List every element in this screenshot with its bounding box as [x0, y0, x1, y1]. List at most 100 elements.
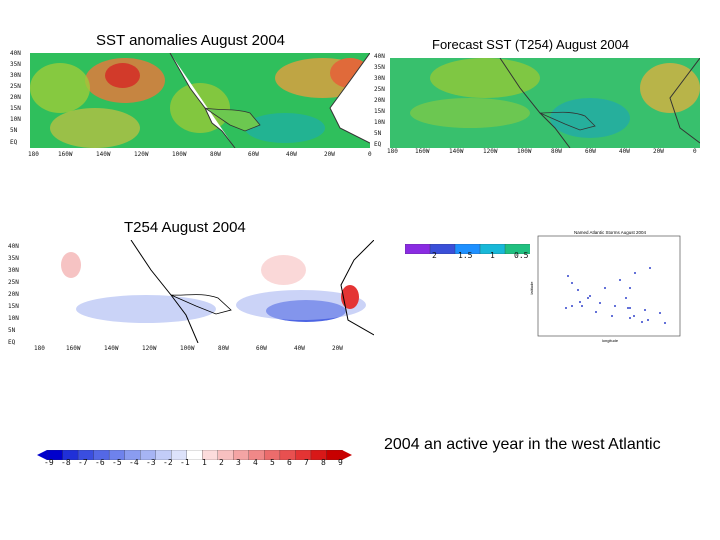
colorbar-label: 9: [338, 458, 343, 467]
lat-label: 40N: [374, 53, 385, 60]
colorbar-label: 1.5: [458, 251, 473, 260]
storm-track-point: [599, 302, 601, 304]
warm-anomaly-patch: [105, 63, 140, 88]
forecast-lat-axis: 40N 35N 30N 25N 20N 15N 10N 5N EQ: [374, 53, 390, 153]
lat-label: 15N: [8, 303, 19, 310]
storm-track-point: [629, 317, 631, 319]
lon-label: 140W: [96, 151, 111, 158]
lat-label: EQ: [374, 141, 382, 148]
storm-track-point: [595, 311, 597, 313]
lon-label: 180: [387, 148, 398, 155]
colorbar-label: -8: [61, 458, 71, 467]
lon-label: 80W: [210, 151, 221, 158]
lat-label: 5N: [8, 327, 16, 334]
colorbar-label: 5: [270, 458, 275, 467]
forecast-lon-axis: 180 160W 140W 120W 100W 80W 60W 40W 20W …: [387, 148, 707, 158]
colorbar-label: -6: [95, 458, 105, 467]
lat-label: 10N: [374, 119, 385, 126]
lon-label: 20W: [332, 345, 343, 352]
colorbar-label: 7: [304, 458, 309, 467]
storm-track-point: [619, 279, 621, 281]
forecast-panel-title: Forecast SST (T254) August 2004: [432, 37, 630, 52]
storm-track-point: [579, 301, 581, 303]
storm-track-point: [571, 282, 573, 284]
lon-label: 80W: [551, 148, 562, 155]
lat-label: 30N: [10, 72, 21, 79]
colorbar-label: 0.5: [514, 251, 529, 260]
t254-lat-axis: 40N 35N 30N 25N 20N 15N 10N 5N EQ: [8, 243, 32, 348]
lat-label: 10N: [10, 116, 21, 123]
lon-label: 180: [34, 345, 45, 352]
tracks-xlabel: longitude: [602, 338, 619, 343]
colorbar-arrow-left: [37, 450, 47, 460]
storm-track-point: [634, 272, 636, 274]
storm-track-point: [565, 307, 567, 309]
lat-label: EQ: [10, 139, 18, 146]
coastline-outline: [130, 240, 374, 343]
lon-label: 80W: [218, 345, 229, 352]
tracks-ylabel: latitude: [530, 281, 534, 295]
colorbar-label: 2: [432, 251, 437, 260]
lon-label: 120W: [483, 148, 498, 155]
forecast-colorbar-labels: 2 1.5 1 0.5: [430, 251, 530, 261]
storm-track-point: [641, 321, 643, 323]
lon-label: 20W: [324, 151, 335, 158]
storm-track-point: [571, 305, 573, 307]
forecast-colorbar: [404, 241, 531, 255]
storm-track-point: [633, 315, 635, 317]
colorbar-label: -7: [78, 458, 88, 467]
lon-label: 100W: [517, 148, 532, 155]
storm-track-point: [659, 312, 661, 314]
anomaly-colorbar: [37, 447, 352, 461]
lon-label: 160W: [58, 151, 73, 158]
storm-track-point: [649, 267, 651, 269]
storm-track-point: [587, 297, 589, 299]
lon-label: 60W: [248, 151, 259, 158]
cool-anomaly-patch: [245, 113, 325, 143]
storm-track-points: [565, 267, 666, 324]
lon-label: 40W: [619, 148, 630, 155]
lat-label: 25N: [10, 83, 21, 90]
lat-label: 5N: [374, 130, 382, 137]
colorbar-label: -4: [129, 458, 139, 467]
lat-label: 25N: [374, 86, 385, 93]
lon-label: 0: [368, 151, 372, 158]
tracks-title: Named Atlantic Storms August 2004: [574, 230, 647, 235]
warm-anomaly-patch: [170, 83, 230, 133]
colorbar-label: 8: [321, 458, 326, 467]
lon-label: 120W: [134, 151, 149, 158]
lat-label: 5N: [10, 127, 18, 134]
lat-label: 10N: [8, 315, 19, 322]
lat-label: 15N: [374, 108, 385, 115]
sst-anomaly-map: [30, 53, 370, 148]
storm-track-point: [614, 305, 616, 307]
colorbar-swatch: [404, 243, 431, 255]
colorbar-label: -5: [112, 458, 122, 467]
lon-label: 100W: [180, 345, 195, 352]
t254-anomaly-map: [36, 240, 374, 343]
anomaly-colorbar-labels: -9 -8 -7 -6 -5 -4 -3 -2 -1 1 2 3 4 5 6 7…: [44, 458, 354, 468]
colorbar-label: 1: [490, 251, 495, 260]
colorbar-label: -9: [44, 458, 54, 467]
coastline-outline: [169, 53, 370, 148]
sst-lat-axis: 40N 35N 30N 25N 20N 15N 10N 5N EQ: [10, 50, 30, 150]
warm-anomaly-patch: [261, 255, 306, 285]
lat-label: EQ: [8, 339, 16, 346]
lon-label: 40W: [286, 151, 297, 158]
warm-anomaly-patch: [30, 63, 90, 113]
coastline-outline: [499, 58, 700, 148]
lon-label: 60W: [256, 345, 267, 352]
storm-track-point: [664, 322, 666, 324]
lon-label: 100W: [172, 151, 187, 158]
storm-track-point: [604, 287, 606, 289]
colorbar-label: 4: [253, 458, 258, 467]
lon-label: 40W: [294, 345, 305, 352]
lat-label: 35N: [374, 64, 385, 71]
storm-track-point: [644, 309, 646, 311]
forecast-sst-map: [390, 58, 700, 148]
storm-track-point: [567, 275, 569, 277]
storm-track-point: [589, 295, 591, 297]
t254-panel-title: T254 August 2004: [124, 219, 246, 236]
lon-label: 140W: [104, 345, 119, 352]
lon-label: 20W: [653, 148, 664, 155]
